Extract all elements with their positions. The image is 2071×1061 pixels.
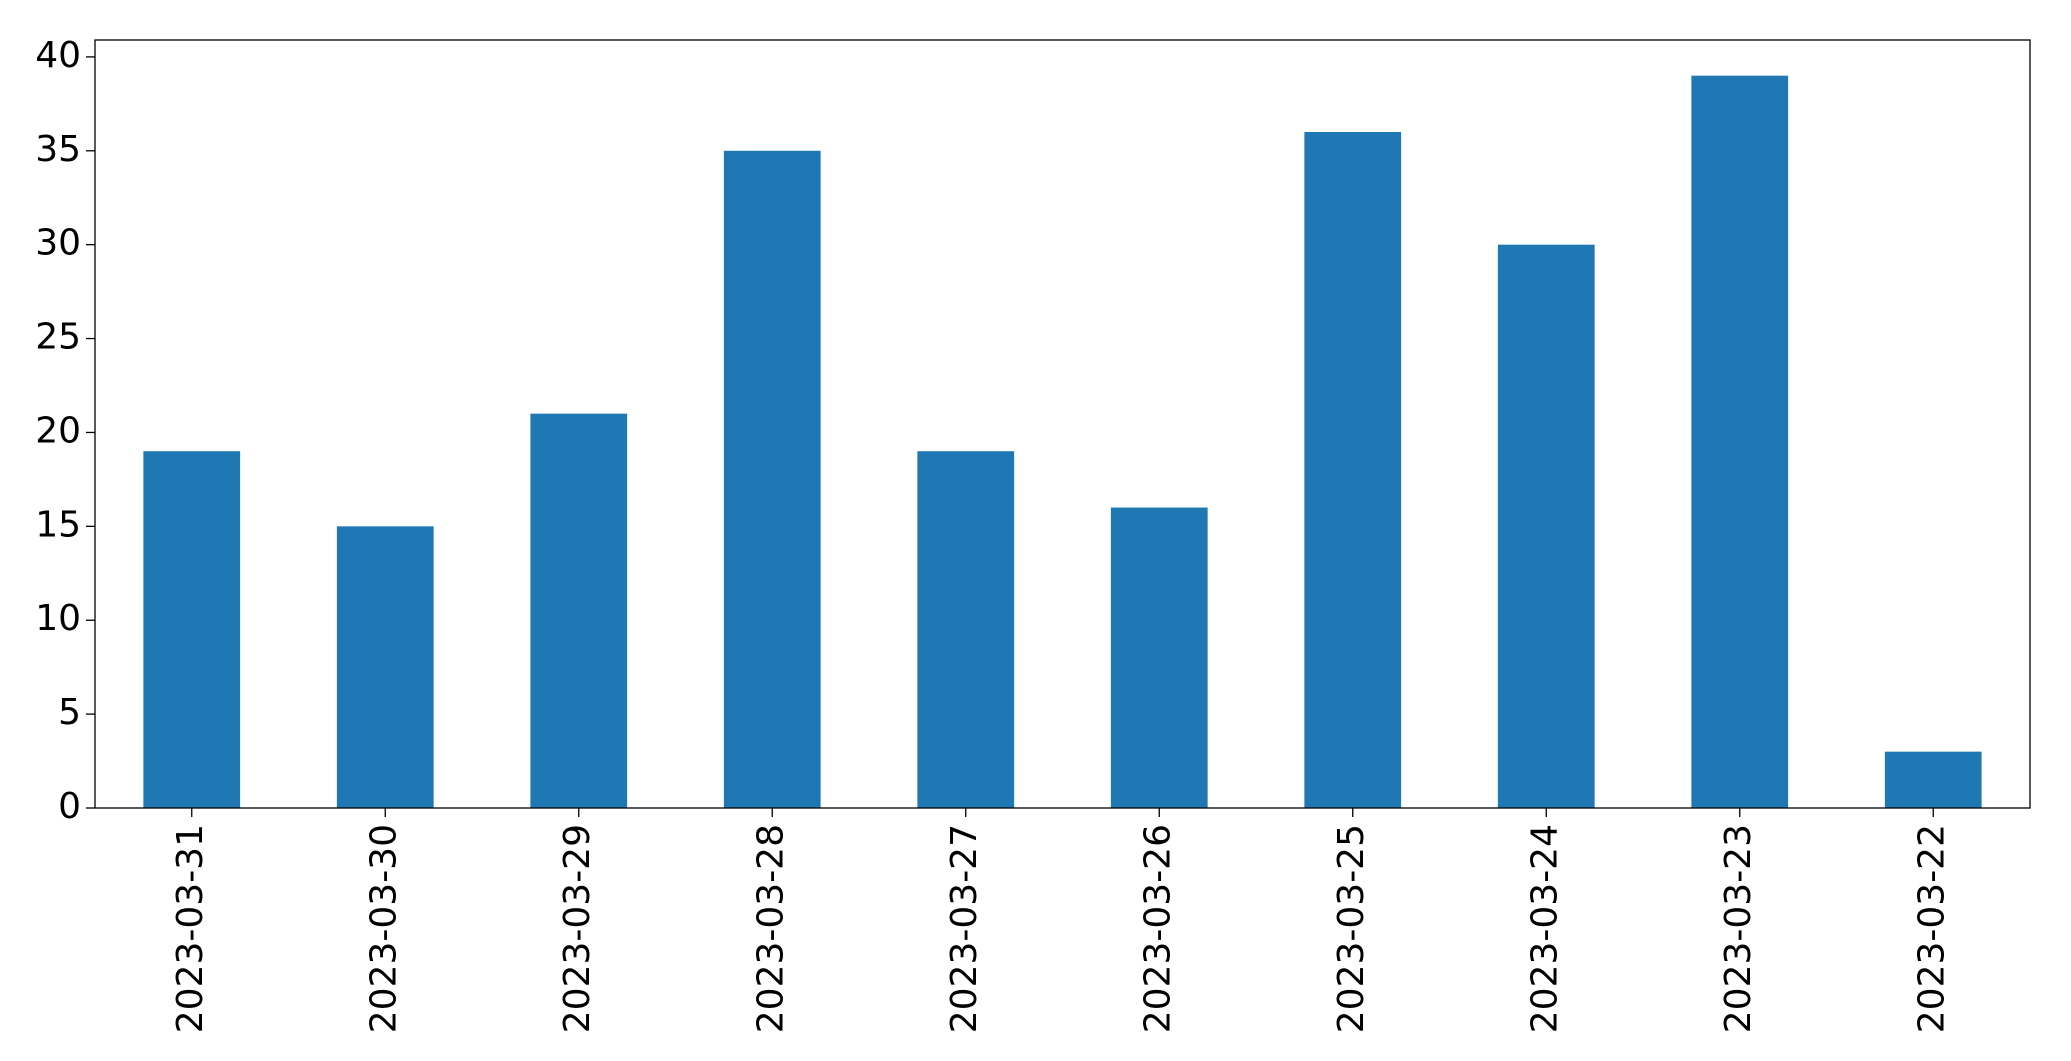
x-tick-label: 2023-03-22 [1911,824,1952,1033]
bar [1110,507,1208,808]
y-tick-label: 40 [35,35,81,76]
y-tick-label: 30 [35,223,81,264]
x-tick-label: 2023-03-27 [944,824,985,1033]
y-tick-label: 15 [35,504,81,545]
bar [917,451,1015,808]
y-tick-label: 25 [35,317,81,358]
axes-frame [94,39,2031,809]
y-tick-label: 5 [58,692,81,733]
bar [723,150,821,808]
x-tick-label: 2023-03-26 [1137,824,1178,1033]
x-tick-label: 2023-03-30 [363,824,404,1033]
bar [1497,244,1595,809]
x-tick-label: 2023-03-25 [1331,824,1372,1033]
x-tick-label: 2023-03-24 [1524,824,1565,1033]
bar [1304,132,1402,809]
y-tick-label: 35 [35,129,81,170]
x-tick-label: 2023-03-28 [750,824,791,1033]
bar [143,451,241,808]
y-tick-label: 10 [35,598,81,639]
y-tick-label: 20 [35,410,81,451]
bar [530,413,628,808]
bar [336,526,434,808]
y-tick-label: 0 [58,786,81,827]
x-tick-label: 2023-03-23 [1718,824,1759,1033]
x-tick-label: 2023-03-31 [170,824,211,1033]
bar [1884,751,1982,808]
bar [1691,75,1789,809]
x-tick-label: 2023-03-29 [557,824,598,1033]
